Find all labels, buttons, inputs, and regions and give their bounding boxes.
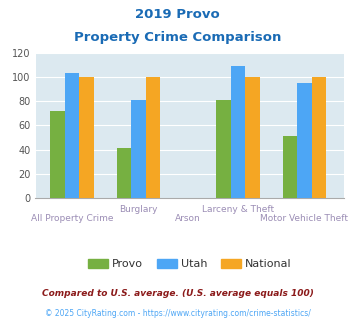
Legend: Provo, Utah, National: Provo, Utah, National (83, 254, 296, 274)
Bar (297, 83, 312, 198)
Text: Motor Vehicle Theft: Motor Vehicle Theft (261, 214, 349, 223)
Bar (312, 77, 326, 198)
Bar (231, 66, 245, 198)
Bar (116, 148, 131, 198)
Bar (131, 100, 146, 198)
Text: 2019 Provo: 2019 Provo (135, 8, 220, 21)
Text: © 2025 CityRating.com - https://www.cityrating.com/crime-statistics/: © 2025 CityRating.com - https://www.city… (45, 309, 310, 317)
Bar (216, 100, 231, 198)
Text: Compared to U.S. average. (U.S. average equals 100): Compared to U.S. average. (U.S. average … (42, 289, 313, 298)
Text: Arson: Arson (175, 214, 201, 223)
Bar (146, 77, 160, 198)
Bar (283, 136, 297, 198)
Text: All Property Crime: All Property Crime (31, 214, 113, 223)
Bar (245, 77, 260, 198)
Text: Burglary: Burglary (119, 205, 158, 214)
Bar (50, 111, 65, 198)
Bar (65, 73, 79, 198)
Text: Property Crime Comparison: Property Crime Comparison (74, 31, 281, 44)
Bar (79, 77, 94, 198)
Text: Larceny & Theft: Larceny & Theft (202, 205, 274, 214)
